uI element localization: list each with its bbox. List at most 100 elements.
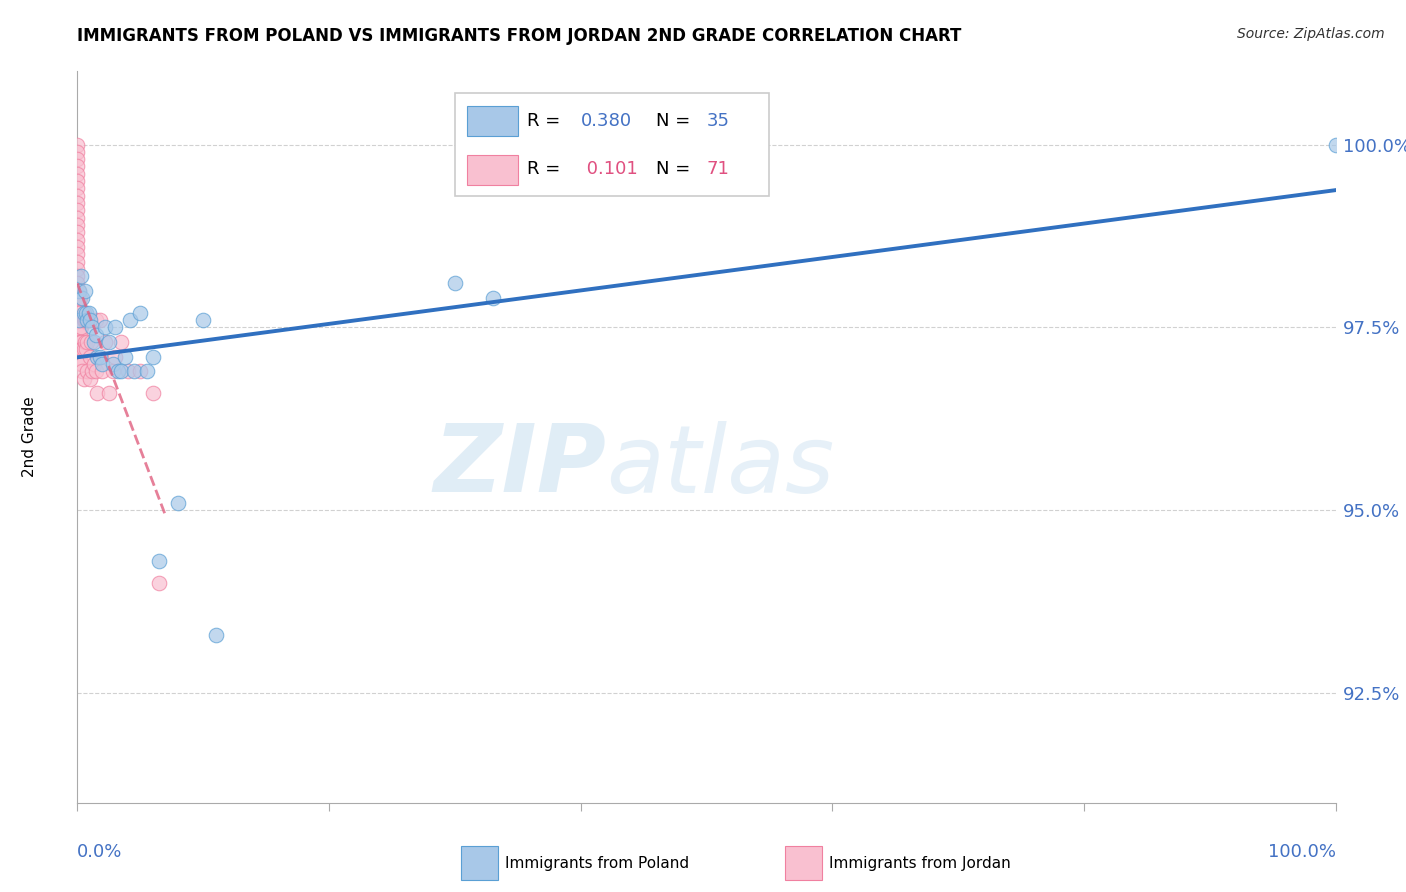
Text: R =: R = — [527, 160, 567, 178]
Point — [66, 218, 89, 232]
Point — [69, 327, 91, 342]
Point — [66, 160, 89, 174]
Point — [66, 137, 89, 152]
Point — [76, 313, 98, 327]
Point — [91, 357, 114, 371]
Point — [77, 306, 100, 320]
Point — [66, 247, 89, 261]
Point — [120, 313, 142, 327]
Point — [66, 240, 89, 254]
Point — [69, 320, 91, 334]
Point — [72, 364, 94, 378]
Point — [97, 334, 120, 349]
Point — [117, 364, 139, 378]
Point — [70, 343, 93, 357]
Point — [67, 284, 90, 298]
Point — [104, 320, 127, 334]
Point — [101, 357, 124, 371]
Point — [70, 334, 93, 349]
Point — [72, 357, 94, 371]
FancyBboxPatch shape — [456, 94, 769, 195]
Point — [84, 327, 107, 342]
Text: 71: 71 — [707, 160, 730, 178]
Text: R =: R = — [527, 112, 567, 130]
Point — [84, 364, 107, 378]
Text: 2nd Grade: 2nd Grade — [22, 397, 37, 477]
Point — [89, 313, 111, 327]
Point — [79, 350, 101, 364]
Point — [107, 364, 129, 378]
Point — [66, 196, 89, 211]
Point — [167, 496, 190, 510]
Point — [66, 233, 89, 247]
FancyBboxPatch shape — [467, 105, 517, 136]
FancyBboxPatch shape — [467, 154, 517, 186]
Point — [76, 334, 98, 349]
Point — [70, 320, 93, 334]
Point — [73, 284, 96, 298]
Point — [97, 386, 120, 401]
Text: Immigrants from Jordan: Immigrants from Jordan — [830, 855, 1011, 871]
Point — [135, 364, 157, 378]
Point — [83, 334, 105, 349]
Point — [122, 364, 145, 378]
Point — [66, 145, 89, 159]
Point — [69, 334, 91, 349]
Point — [66, 225, 89, 239]
Point — [67, 284, 90, 298]
Point — [67, 313, 90, 327]
Point — [66, 269, 89, 284]
Point — [91, 364, 114, 378]
Point — [66, 211, 89, 225]
Point — [66, 203, 89, 218]
Point — [79, 371, 101, 385]
Point — [79, 313, 101, 327]
Point — [86, 386, 108, 401]
Point — [75, 306, 97, 320]
Point — [104, 350, 127, 364]
Text: ZIP: ZIP — [433, 420, 606, 512]
Point — [66, 254, 89, 268]
Point — [67, 291, 90, 305]
Point — [444, 277, 467, 291]
Point — [94, 320, 117, 334]
Point — [67, 320, 90, 334]
Point — [89, 350, 111, 364]
Point — [148, 576, 170, 591]
Point — [70, 269, 93, 284]
Point — [204, 627, 226, 641]
Text: Source: ZipAtlas.com: Source: ZipAtlas.com — [1237, 27, 1385, 41]
Point — [72, 306, 94, 320]
Point — [73, 313, 96, 327]
Point — [191, 313, 215, 327]
Point — [72, 291, 94, 305]
Point — [148, 554, 170, 568]
Text: 0.380: 0.380 — [581, 112, 631, 130]
Point — [77, 313, 100, 327]
Point — [101, 364, 124, 378]
Text: IMMIGRANTS FROM POLAND VS IMMIGRANTS FROM JORDAN 2ND GRADE CORRELATION CHART: IMMIGRANTS FROM POLAND VS IMMIGRANTS FRO… — [77, 27, 962, 45]
Point — [129, 306, 152, 320]
Point — [82, 364, 104, 378]
FancyBboxPatch shape — [785, 846, 823, 880]
Point — [69, 291, 91, 305]
Point — [73, 334, 96, 349]
Point — [70, 357, 93, 371]
Point — [82, 320, 104, 334]
Text: 35: 35 — [707, 112, 730, 130]
Point — [66, 181, 89, 195]
Point — [110, 334, 132, 349]
Point — [67, 313, 90, 327]
Text: N =: N = — [657, 160, 696, 178]
Point — [67, 343, 90, 357]
Point — [110, 364, 132, 378]
Point — [80, 334, 103, 349]
Point — [1324, 137, 1347, 152]
Point — [67, 298, 90, 312]
Point — [66, 152, 89, 166]
Point — [481, 291, 503, 305]
Point — [67, 327, 90, 342]
Text: atlas: atlas — [606, 421, 834, 512]
Text: 100.0%: 100.0% — [1268, 843, 1336, 861]
Point — [75, 343, 97, 357]
